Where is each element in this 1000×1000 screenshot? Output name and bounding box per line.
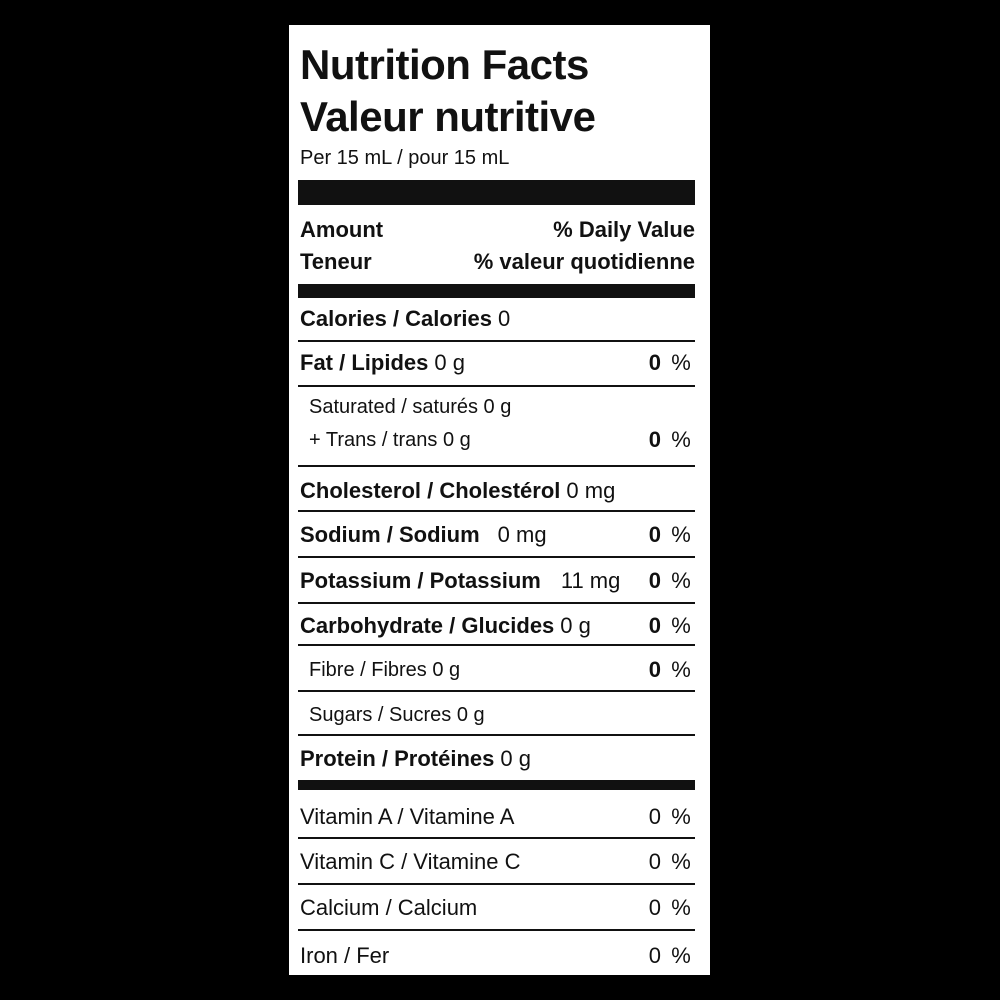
daily-value: 0 (648, 895, 661, 920)
nutrient-name: + Trans / trans 0 g (309, 429, 471, 451)
divider (298, 690, 695, 692)
nutrient-row-fat: Fat / Lipides 0 g 0 % (289, 348, 710, 378)
divider (298, 556, 695, 558)
nutrient-row-trans: + Trans / trans 0 g 0 % (289, 425, 710, 455)
divider (298, 465, 695, 467)
nutrient-row-calories: Calories / Calories 0 (289, 304, 710, 334)
thick-divider (298, 180, 695, 205)
divider (298, 734, 695, 736)
percent-sign: % (671, 895, 691, 920)
daily-value: 0 (648, 657, 661, 682)
nutrient-row-vitamin-c: Vitamin C / Vitamine C 0 % (289, 847, 710, 877)
divider (298, 644, 695, 646)
nutrient-name: Calcium / Calcium (300, 895, 478, 920)
thick-divider (298, 780, 695, 790)
nutrient-row-sugars: Sugars / Sucres 0 g (289, 700, 710, 730)
daily-value: 0 (648, 613, 661, 638)
amount-header-french: Teneur (300, 249, 372, 274)
nutrient-amount: 0 (497, 306, 511, 331)
divider (298, 883, 695, 885)
nutrient-name: Potassium / Potassium 11 mg (300, 568, 621, 593)
daily-value: 0 (648, 804, 661, 829)
daily-value: 0 (648, 849, 661, 874)
nutrient-row-carbohydrate: Carbohydrate / Glucides 0 g 0 % (289, 611, 710, 641)
amount-header-english: Amount (300, 217, 384, 242)
daily-value: 0 (648, 522, 661, 547)
divider (298, 602, 695, 604)
nutrient-name: Protein / Protéines 0 g (300, 746, 531, 771)
nutrient-amount: 0 mg (497, 522, 547, 547)
nutrient-name: Saturated / saturés 0 g (309, 396, 512, 418)
divider (298, 837, 695, 839)
nutrient-row-vitamin-a: Vitamin A / Vitamine A 0 % (289, 802, 710, 832)
thick-divider (298, 284, 695, 298)
percent-sign: % (671, 613, 691, 638)
title-french: Valeur nutritive (300, 93, 596, 140)
nutrient-name: Sugars / Sucres 0 g (309, 704, 485, 726)
nutrient-row-fibre: Fibre / Fibres 0 g 0 % (289, 655, 710, 685)
percent-sign: % (671, 568, 691, 593)
nutrient-row-iron: Iron / Fer 0 % (289, 941, 710, 971)
nutrient-amount: 0 mg (566, 478, 616, 503)
nutrient-amount: 11 mg (560, 568, 621, 593)
daily-value-header-french: % valeur quotidienne (473, 249, 695, 274)
nutrient-name: Fat / Lipides 0 g (300, 350, 465, 375)
daily-value: 0 (648, 568, 661, 593)
divider (298, 510, 695, 512)
nutrient-row-saturated: Saturated / saturés 0 g (289, 392, 710, 422)
nutrient-row-sodium: Sodium / Sodium 0 mg 0 % (289, 520, 710, 550)
percent-sign: % (671, 657, 691, 682)
nutrient-row-calcium: Calcium / Calcium 0 % (289, 893, 710, 923)
nutrient-row-protein: Protein / Protéines 0 g (289, 744, 710, 774)
nutrient-amount: 0 g (434, 350, 465, 375)
serving-size: Per 15 mL / pour 15 mL (300, 147, 510, 169)
divider (298, 929, 695, 931)
daily-value: 0 (648, 943, 661, 968)
percent-sign: % (671, 849, 691, 874)
daily-value: 0 (648, 350, 661, 375)
percent-sign: % (671, 943, 691, 968)
percent-sign: % (671, 350, 691, 375)
nutrient-name: Vitamin A / Vitamine A (300, 804, 515, 829)
nutrient-amount: 0 g (500, 746, 531, 771)
nutrient-name: Sodium / Sodium 0 mg (300, 522, 547, 547)
divider (298, 385, 695, 387)
nutrient-name: Cholesterol / Cholestérol 0 mg (300, 478, 616, 503)
nutrient-name: Iron / Fer (300, 943, 390, 968)
percent-sign: % (671, 427, 691, 452)
nutrient-name: Calories / Calories 0 (300, 306, 511, 331)
percent-sign: % (671, 804, 691, 829)
daily-value: 0 (648, 427, 661, 452)
nutrient-name: Fibre / Fibres 0 g (309, 659, 461, 681)
daily-value-header-english: % Daily Value (553, 217, 695, 242)
nutrient-row-cholesterol: Cholesterol / Cholestérol 0 mg (289, 476, 710, 506)
title-english: Nutrition Facts (300, 41, 589, 88)
nutrient-amount: 0 g (560, 613, 591, 638)
divider (298, 340, 695, 342)
nutrient-row-potassium: Potassium / Potassium 11 mg 0 % (289, 566, 710, 596)
nutrition-facts-label: Nutrition Facts Valeur nutritive Per 15 … (289, 25, 710, 975)
nutrient-name: Carbohydrate / Glucides 0 g (300, 613, 591, 638)
nutrient-name: Vitamin C / Vitamine C (300, 849, 521, 874)
percent-sign: % (671, 522, 691, 547)
